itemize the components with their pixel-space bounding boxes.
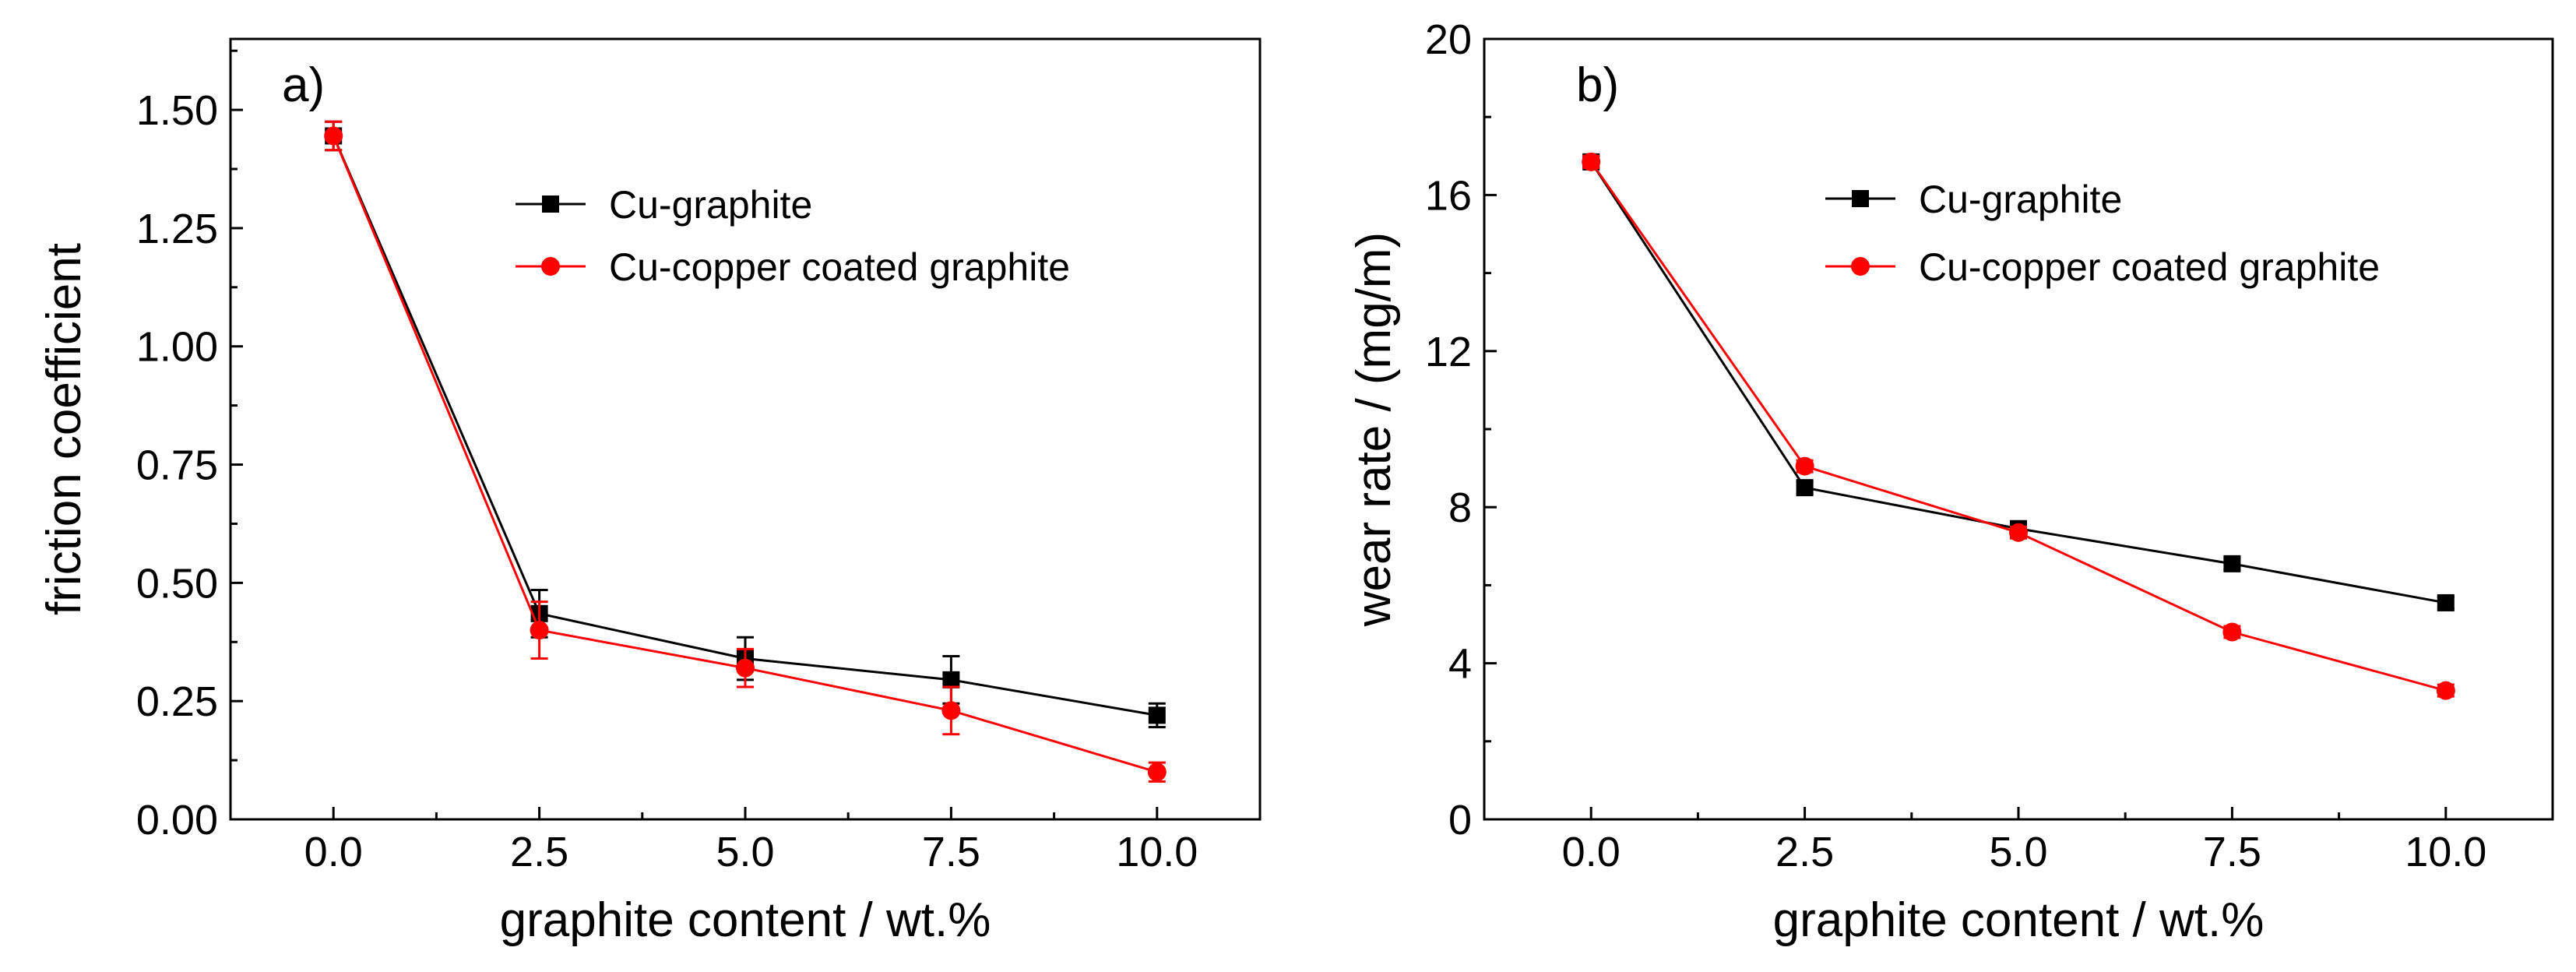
legend-entry: Cu-copper coated graphite [1825,245,2380,289]
x-tick-label: 5.0 [716,829,774,875]
data-point-circle [2436,681,2455,700]
y-tick-label: 4 [1448,641,1472,688]
legend-label: Cu-graphite [1919,178,2122,221]
y-axis-title: wear rate / (mg/m) [1347,232,1401,627]
panel-a: 0.0 2.5 5.0 7.5 10.0 0.00 0.25 0.50 0.75 1.00 1.25… [37,37,1262,947]
legend: Cu-graphite Cu-copper coated graphite [1825,178,2380,289]
x-tick-label: 10.0 [2405,829,2486,875]
data-point-square [942,671,960,688]
legend-marker-square [1852,190,1869,207]
x-tick-label: 7.5 [2203,829,2261,875]
panel-label: b) [1576,58,1619,112]
legend-entry: Cu-graphite [1825,178,2122,221]
y-tick-label: 16 [1425,172,1472,219]
x-axis-title: graphite content / wt.% [500,893,991,947]
legend-marker-circle [541,257,560,276]
data-point-square [2223,555,2241,572]
x-tick-label: 10.0 [1116,829,1198,875]
legend: Cu-graphite Cu-copper coated graphite [516,183,1070,289]
data-point-circle [1147,762,1167,782]
data-point-circle [2222,622,2242,642]
data-point-circle [1582,152,1601,171]
panel-b: 0.0 2.5 5.0 7.5 10.0 0 4 8 12 16 20 graphite conten… [1347,16,2554,947]
data-point-circle [1795,456,1814,476]
panel-label: a) [282,58,325,112]
x-tick-label: 0.0 [1562,829,1621,875]
legend-marker-square [542,195,559,213]
data-point-circle [2009,523,2028,542]
y-tick-label: 0.50 [136,560,218,607]
data-point-circle [941,701,961,720]
y-tick-label: 8 [1448,484,1472,531]
legend-label: Cu-graphite [609,183,812,227]
x-axis-title: graphite content / wt.% [1773,893,2265,947]
data-point-circle [530,621,549,640]
x-tick-label: 2.5 [510,829,568,875]
data-point-square [2437,593,2455,611]
x-tick-label: 0.0 [304,829,363,875]
legend-marker-circle [1851,257,1870,276]
data-point-circle [736,658,755,678]
x-tick-label: 2.5 [1775,829,1834,875]
data-point-square [1148,706,1166,724]
y-tick-label: 12 [1425,329,1472,375]
y-tick-label: 0.75 [136,442,218,489]
y-tick-label: 20 [1425,16,1472,63]
legend-entry: Cu-copper coated graphite [516,245,1070,289]
legend-label: Cu-copper coated graphite [609,245,1070,289]
y-tick-label: 0 [1448,797,1472,843]
y-tick-label: 1.50 [136,87,218,134]
data-point-square [1796,479,1814,497]
legend-entry: Cu-graphite [516,183,812,227]
y-tick-label: 1.25 [136,206,218,252]
series-cu-copper-coated-graphite [1582,152,2455,700]
series-cu-copper-coated-graphite [324,120,1167,783]
y-axis-title: friction coefficient [37,243,91,615]
y-tick-label: 0.25 [136,678,218,725]
legend-label: Cu-copper coated graphite [1919,245,2380,289]
x-tick-label: 5.0 [1989,829,2047,875]
x-tick-label: 7.5 [922,829,980,875]
y-tick-label: 1.00 [136,324,218,371]
y-tick-label: 0.00 [136,797,218,843]
data-point-circle [324,126,343,146]
